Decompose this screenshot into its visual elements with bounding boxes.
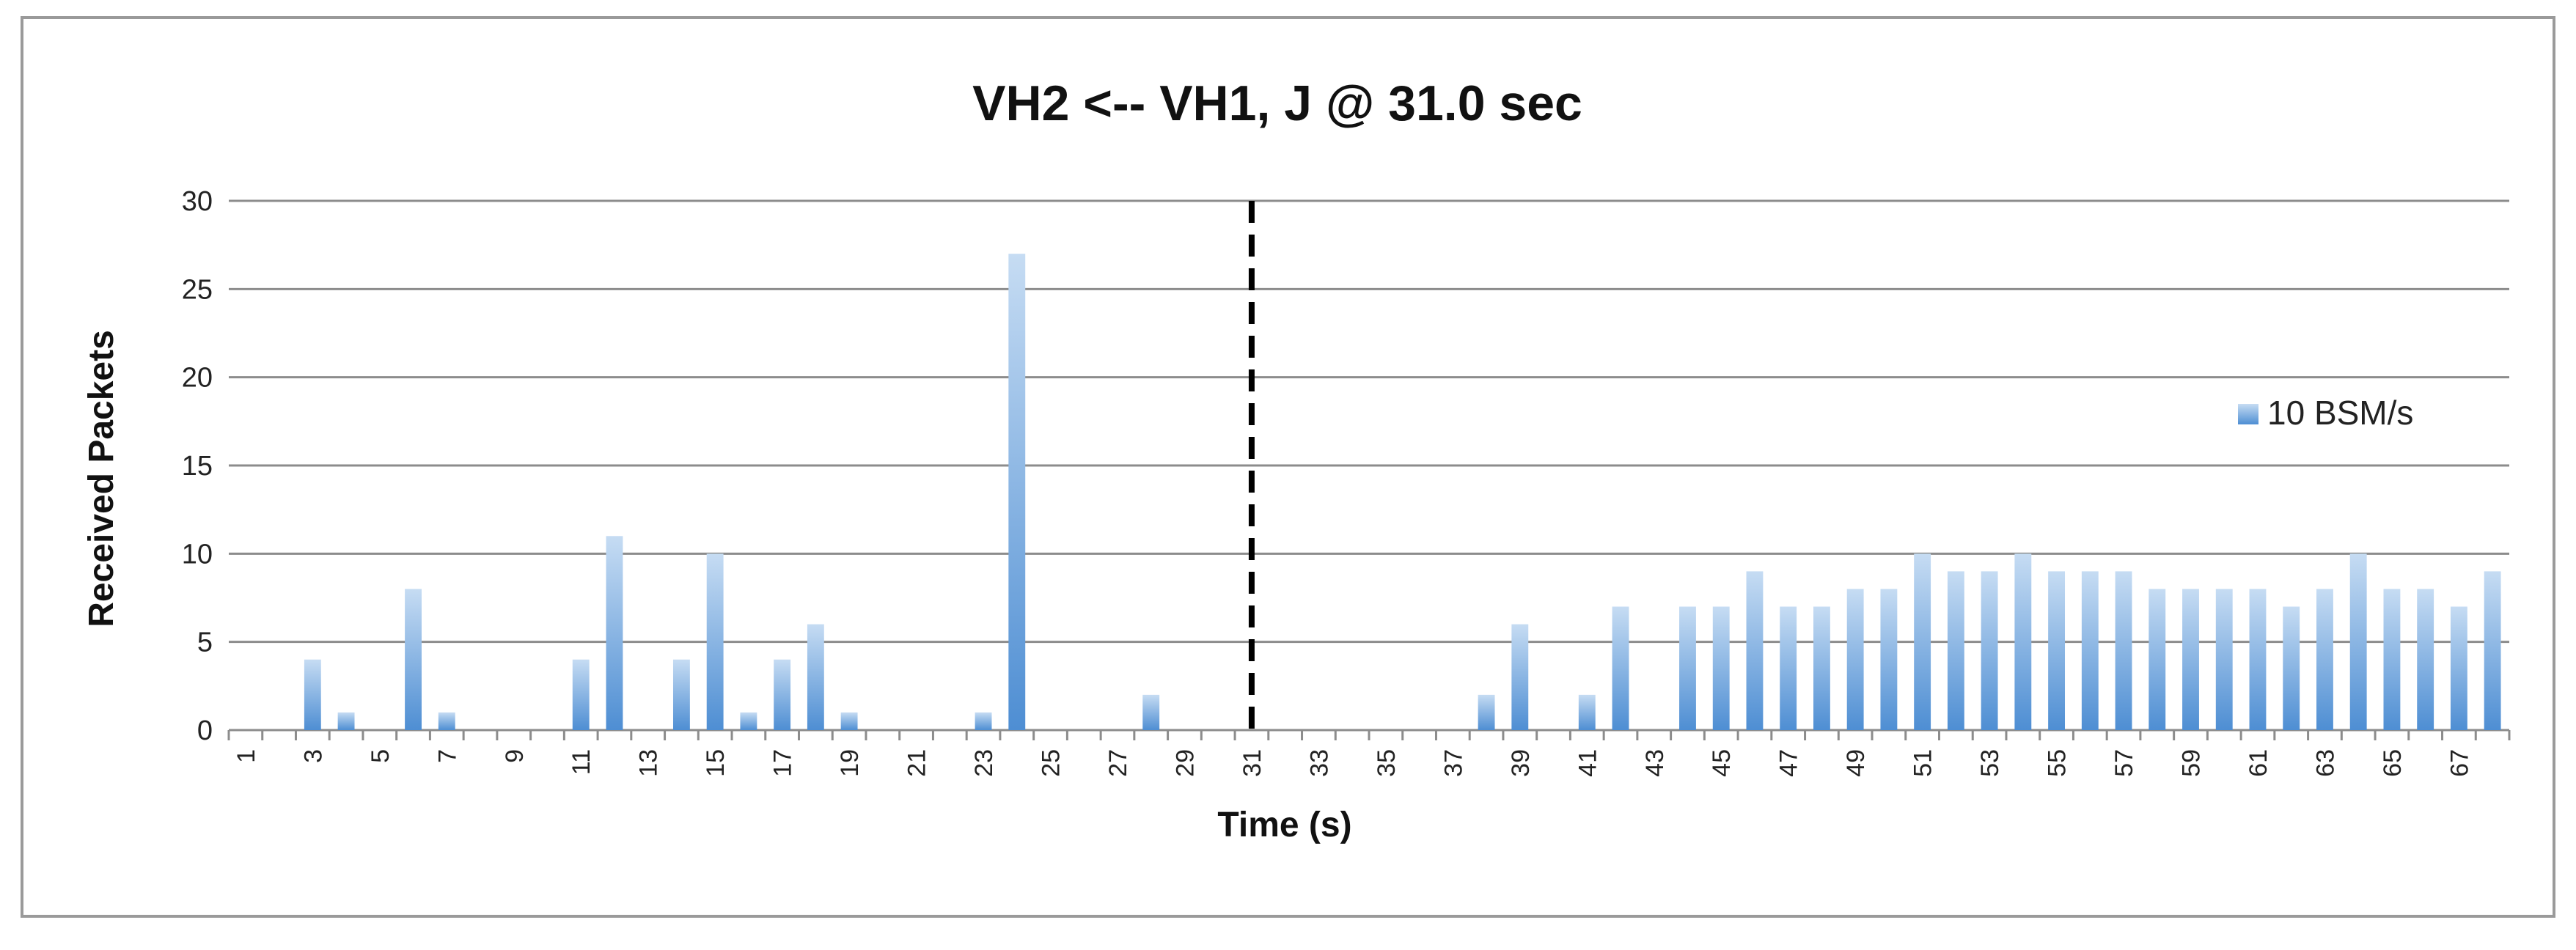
x-tick-label: 31 <box>1239 749 1266 777</box>
x-tick-label: 35 <box>1373 749 1401 777</box>
bar <box>1578 694 1596 730</box>
y-tick-label: 0 <box>197 715 213 746</box>
bar <box>337 712 355 730</box>
x-tick-label: 33 <box>1305 749 1333 777</box>
y-axis-title: Received Packets <box>82 330 121 627</box>
bar <box>1612 606 1629 730</box>
bar <box>2316 589 2333 730</box>
x-tick-label: 49 <box>1842 749 1870 777</box>
bar <box>405 589 422 730</box>
bar <box>304 659 321 730</box>
bar <box>2182 589 2199 730</box>
bar <box>2349 553 2367 730</box>
x-tick-label: 11 <box>568 749 595 775</box>
y-tick-label: 10 <box>182 539 213 570</box>
x-tick-label: 7 <box>433 749 461 763</box>
x-tick-label: 25 <box>1038 749 1065 777</box>
y-tick-label: 30 <box>182 186 213 217</box>
x-tick-label: 57 <box>2110 749 2138 777</box>
bar <box>1511 624 1529 730</box>
x-tick-label: 9 <box>501 749 529 763</box>
bar <box>1914 553 1931 730</box>
x-tick-label: 43 <box>1641 749 1669 777</box>
x-tick-label: 67 <box>2445 749 2473 777</box>
x-tick-label: 53 <box>1976 749 2004 777</box>
y-axis-ticks: 0 5 10 15 20 25 30 <box>182 186 213 746</box>
bar <box>2115 571 2132 730</box>
bar <box>572 659 590 730</box>
bar <box>438 712 455 730</box>
x-tick-label: 45 <box>1708 749 1736 777</box>
y-tick-label: 15 <box>182 451 213 482</box>
bars <box>304 254 2501 730</box>
bar <box>2249 589 2267 730</box>
bar <box>1981 571 1998 730</box>
x-tick-label: 13 <box>635 749 663 777</box>
x-axis-title: Time (s) <box>1217 806 1351 844</box>
bar <box>774 659 791 730</box>
bar <box>2283 606 2300 730</box>
x-tick-label: 29 <box>1171 749 1199 777</box>
bar <box>2417 589 2434 730</box>
legend-label: 10 BSM/s <box>2267 394 2413 432</box>
x-tick-label: 23 <box>970 749 998 777</box>
x-axis-ticks: 1 3 5 7 9 11 13 15 17 19 21 23 25 27 29 31 33 35 37 39 41 43 4… <box>232 749 2474 777</box>
bar <box>1008 254 1026 730</box>
bar <box>740 712 757 730</box>
x-tick-label: 51 <box>1909 749 1937 777</box>
x-tick-label: 19 <box>836 749 864 777</box>
bar <box>1813 606 1830 730</box>
x-tick-label: 37 <box>1439 749 1467 777</box>
bar <box>2383 589 2401 730</box>
bar <box>1478 694 1495 730</box>
x-tick-label: 55 <box>2044 749 2072 777</box>
x-tick-label: 59 <box>2178 749 2206 777</box>
x-tick-label: 27 <box>1104 749 1132 777</box>
x-tick-label: 5 <box>367 749 395 763</box>
bar <box>1880 589 1898 730</box>
x-tick-label: 1 <box>232 749 260 763</box>
x-tick-label: 61 <box>2245 749 2272 777</box>
bar <box>2048 571 2066 730</box>
legend: 10 BSM/s <box>2238 394 2413 432</box>
x-tick-label: 47 <box>1775 749 1803 777</box>
x-tick-label: 21 <box>903 749 931 777</box>
gridlines <box>227 199 2511 740</box>
bar <box>1947 571 1964 730</box>
bar <box>1142 694 1160 730</box>
bar <box>2081 571 2099 730</box>
legend-swatch <box>2238 404 2258 424</box>
bar <box>1846 589 1864 730</box>
x-tick-label: 15 <box>702 749 730 777</box>
bar <box>2215 589 2233 730</box>
bar <box>975 712 992 730</box>
y-tick-label: 20 <box>182 363 213 394</box>
y-tick-label: 5 <box>197 627 213 658</box>
chart-frame: VH2 <-- VH1, J @ 31.0 sec 0 5 10 15 20 25 30 1… <box>21 16 2555 918</box>
bar <box>2484 571 2501 730</box>
x-tick-label: 39 <box>1507 749 1535 777</box>
bar <box>1746 571 1764 730</box>
bar <box>1780 606 1797 730</box>
bar <box>2450 606 2467 730</box>
bar <box>807 624 824 730</box>
x-tick-label: 41 <box>1574 749 1601 777</box>
x-tick-label: 63 <box>2311 749 2339 777</box>
bar <box>1712 606 1730 730</box>
bar <box>2014 553 2032 730</box>
y-tick-label: 25 <box>182 274 213 305</box>
chart-title: VH2 <-- VH1, J @ 31.0 sec <box>972 76 1582 131</box>
bar <box>606 536 623 730</box>
bar <box>1679 606 1696 730</box>
x-tick-label: 3 <box>299 749 327 763</box>
bar <box>2148 589 2166 730</box>
bar <box>706 553 724 730</box>
x-tick-label: 17 <box>769 749 797 777</box>
bar <box>840 712 858 730</box>
bar <box>672 659 690 730</box>
x-tick-label: 65 <box>2379 749 2407 777</box>
